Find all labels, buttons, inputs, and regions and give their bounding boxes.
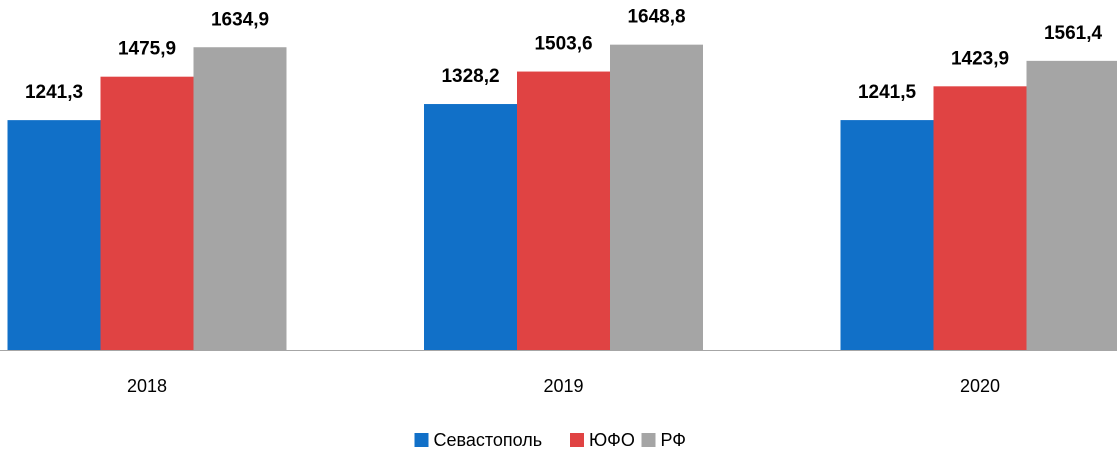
legend-label: ЮФО bbox=[589, 430, 635, 450]
legend-swatch bbox=[641, 433, 656, 447]
x-tick-label: 2018 bbox=[127, 376, 167, 396]
value-label: 1648,8 bbox=[627, 7, 685, 28]
bar bbox=[7, 120, 101, 350]
bar bbox=[100, 76, 194, 351]
legend-swatch bbox=[570, 433, 584, 447]
bar bbox=[933, 86, 1027, 350]
x-tick-label: 2020 bbox=[960, 376, 1000, 396]
value-label: 1423,9 bbox=[951, 48, 1009, 69]
bar bbox=[1026, 60, 1117, 350]
x-tick-label: 2019 bbox=[543, 376, 583, 396]
bar bbox=[840, 120, 934, 350]
value-label: 1634,9 bbox=[211, 9, 269, 30]
value-label: 1241,5 bbox=[858, 82, 917, 103]
bar bbox=[424, 104, 517, 350]
bar bbox=[193, 47, 287, 350]
legend-label: РФ bbox=[661, 430, 687, 450]
legend-label: Севастополь bbox=[434, 430, 543, 450]
value-label: 1328,2 bbox=[441, 66, 499, 87]
value-label: 1561,4 bbox=[1044, 23, 1103, 44]
value-label: 1241,3 bbox=[25, 82, 83, 103]
value-label: 1503,6 bbox=[534, 34, 592, 55]
value-label: 1475,9 bbox=[118, 39, 176, 60]
bar bbox=[610, 44, 703, 351]
bar bbox=[517, 71, 610, 351]
legend-swatch bbox=[414, 433, 429, 447]
